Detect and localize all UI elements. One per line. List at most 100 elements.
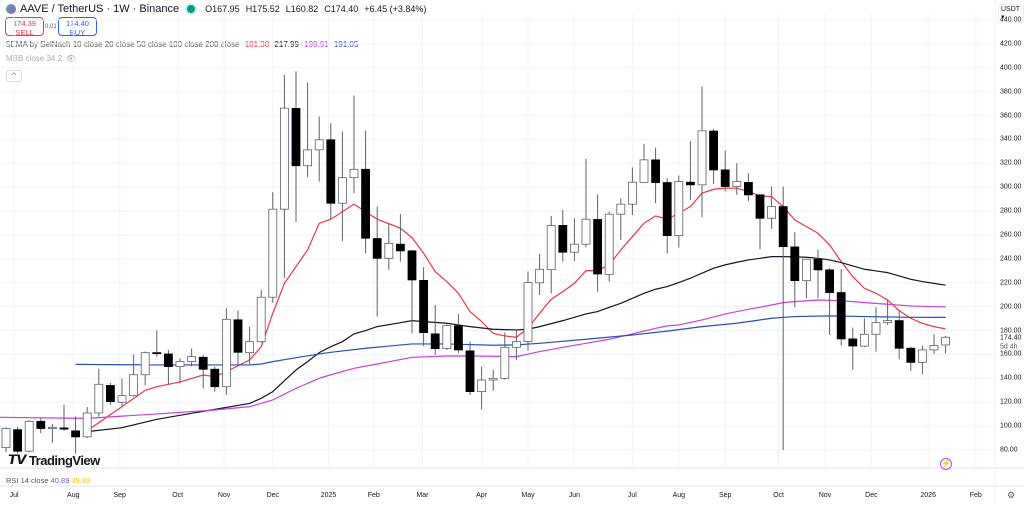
- candle: [407, 249, 417, 334]
- candle-body: [488, 377, 498, 381]
- buy-button[interactable]: 174.40 BUY: [58, 17, 97, 37]
- candle-body: [500, 346, 510, 379]
- candle: [778, 186, 788, 450]
- time-tick-label: Nov: [217, 492, 231, 499]
- price-tick-label: 240.00: [1000, 255, 1022, 263]
- candle: [790, 232, 800, 308]
- candle: [384, 223, 394, 270]
- candle: [744, 173, 753, 201]
- candle: [268, 192, 278, 303]
- eye-icon[interactable]: 👁: [66, 54, 77, 63]
- candle-body: [813, 258, 823, 271]
- candle-body: [848, 338, 858, 347]
- candle-body: [860, 333, 869, 347]
- candle-body: [117, 395, 127, 403]
- time-tick-label: Nov: [818, 492, 832, 499]
- candle-body: [697, 130, 707, 186]
- candle: [697, 86, 707, 218]
- lightning-icon[interactable]: ⚡: [940, 458, 952, 470]
- ema-indicator-legend[interactable]: 5EMA by SelNach 10 close 20 close 50 clo…: [6, 40, 358, 49]
- candle-body: [453, 325, 463, 351]
- candle-body: [894, 320, 904, 349]
- candle-body: [430, 333, 440, 349]
- sell-button[interactable]: 174.39 SELL: [5, 17, 44, 37]
- time-tick-label: Feb: [367, 492, 380, 499]
- candle-body: [442, 325, 452, 349]
- sell-price: 174.39: [13, 19, 36, 28]
- ema-line: [87, 256, 946, 433]
- price-tick-label: 380.00: [1000, 88, 1022, 96]
- price-tick-label: 420.00: [1000, 40, 1022, 48]
- candle-body: [24, 420, 34, 452]
- candle-body: [349, 168, 359, 179]
- candle: [117, 378, 127, 407]
- candle: [453, 313, 463, 354]
- aave-logo-icon: [6, 4, 16, 14]
- candle-body: [140, 352, 150, 376]
- candle-body: [210, 368, 220, 388]
- candle-body: [825, 269, 834, 293]
- candle: [210, 366, 220, 392]
- candle: [163, 349, 173, 384]
- price-tick-label: 200.00: [1000, 303, 1022, 311]
- candle-body: [778, 206, 788, 247]
- candle-body: [59, 427, 69, 430]
- candle: [894, 311, 904, 360]
- candle-body: [639, 159, 649, 183]
- candle: [906, 346, 916, 371]
- candle-body: [558, 225, 568, 253]
- candle-body: [732, 181, 742, 187]
- settings-gear-icon[interactable]: ⚙: [1007, 490, 1016, 500]
- candle: [477, 366, 487, 410]
- time-tick-label: Jun: [568, 492, 581, 499]
- ema-line: [0, 299, 946, 419]
- candle-body: [906, 347, 916, 363]
- candle: [929, 334, 939, 354]
- time-tick-label: Sep: [718, 492, 732, 499]
- candle: [686, 140, 695, 200]
- candle-body: [604, 213, 614, 275]
- mbb-indicator-legend[interactable]: MBB close 34 2 👁: [6, 54, 76, 63]
- candle: [616, 198, 626, 240]
- time-tick-label: Feb: [969, 492, 982, 499]
- candle: [140, 351, 150, 386]
- ema-value: 217.99: [274, 40, 299, 49]
- candle: [709, 129, 718, 184]
- candle: [755, 194, 765, 250]
- candle: [94, 368, 104, 417]
- price-tick-label: 80.00: [1000, 446, 1018, 454]
- candle: [152, 330, 162, 357]
- chart-legend-header: AAVE / TetherUS · 1W · Binance O167.95 H…: [6, 3, 426, 15]
- candle: [883, 299, 892, 325]
- candle: [836, 269, 846, 346]
- candle-body: [836, 292, 846, 340]
- candle: [1, 427, 11, 453]
- candle-body: [709, 130, 718, 171]
- time-tick-label: Aug: [672, 492, 686, 499]
- price-tick-label: 400.00: [1000, 64, 1022, 72]
- candle-body: [48, 426, 57, 429]
- candle-body: [314, 139, 324, 151]
- candle: [662, 178, 672, 254]
- price-tick-label: 260.00: [1000, 231, 1022, 239]
- time-tick-label: May: [521, 492, 535, 499]
- candle: [813, 249, 823, 299]
- logo-text: TradingView: [28, 452, 100, 468]
- rsi-legend[interactable]: RSI 14 close 40.89 39.89: [6, 476, 90, 485]
- buy-price: 174.40: [66, 19, 89, 28]
- candle-body: [535, 268, 544, 284]
- candle: [106, 383, 115, 405]
- candle: [256, 289, 266, 343]
- candle: [198, 354, 208, 389]
- price-tick-label: 160.00: [1000, 350, 1022, 358]
- candle: [303, 82, 313, 178]
- price-tick-label: 320.00: [1000, 159, 1022, 167]
- candle-body: [279, 107, 289, 210]
- ohlc-high: H175.52: [245, 4, 280, 14]
- candle: [512, 329, 521, 360]
- candle-body: [106, 385, 115, 403]
- ohlc-change: +6.45 (+3.84%): [364, 4, 427, 14]
- symbol-title[interactable]: AAVE / TetherUS · 1W · Binance: [20, 3, 180, 15]
- candle-body: [71, 430, 80, 438]
